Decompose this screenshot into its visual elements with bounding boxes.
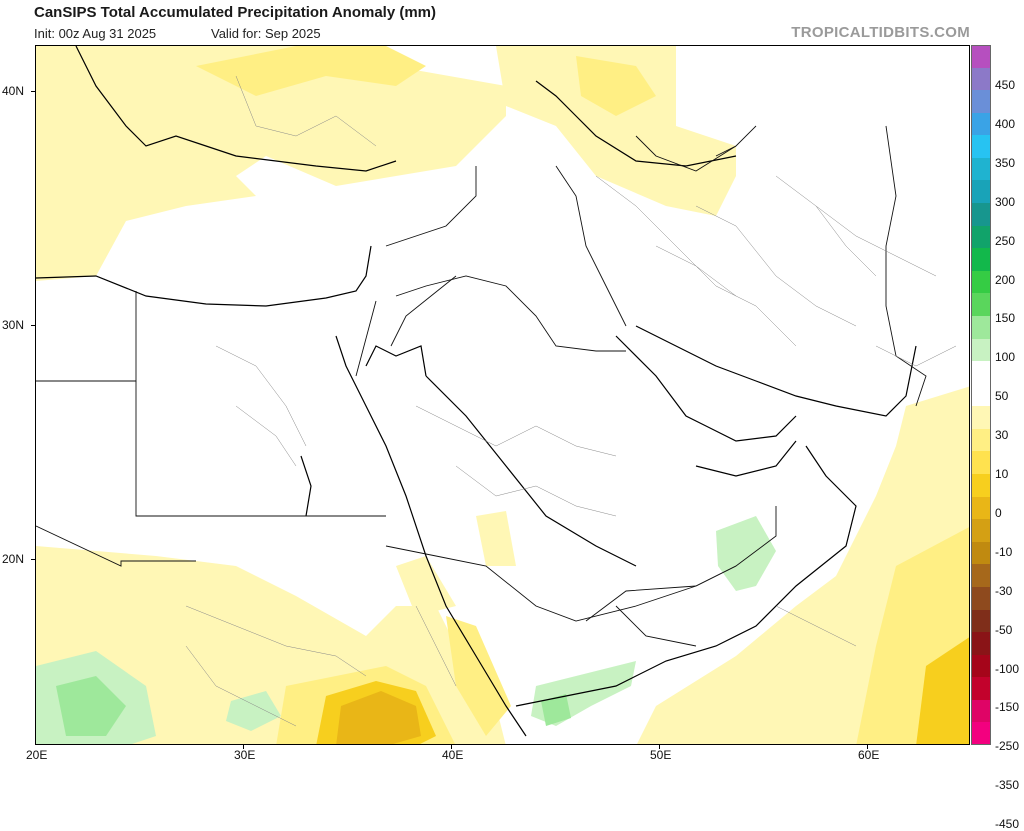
legend-label: -250 <box>995 739 1020 754</box>
legend-swatch <box>971 135 991 159</box>
legend-label: 50 <box>995 389 1009 404</box>
lat-tick <box>31 325 35 326</box>
admin-borders <box>185 75 957 727</box>
legend-swatch <box>971 451 991 475</box>
legend-swatch <box>971 112 991 136</box>
lon-tick <box>867 745 868 749</box>
legend-swatch <box>971 677 991 701</box>
legend-swatch <box>971 45 991 69</box>
legend-label: -50 <box>995 622 1013 637</box>
legend-label: -350 <box>995 778 1020 793</box>
legend-swatch <box>971 225 991 249</box>
lat-label-30n: 30N <box>2 318 25 332</box>
coastlines <box>36 46 917 737</box>
init-time: Init: 00z Aug 31 2025 <box>34 26 157 41</box>
legend-label: 30 <box>995 428 1009 443</box>
legend-label: 0 <box>995 505 1002 520</box>
legend-label: -450 <box>995 817 1020 831</box>
legend-swatch <box>971 699 991 723</box>
legend-label: 400 <box>995 116 1016 131</box>
legend-swatch <box>971 406 991 430</box>
legend-label: 250 <box>995 233 1016 248</box>
site-credit: TROPICALTIDBITS.COM <box>791 24 970 41</box>
legend-swatch <box>971 270 991 294</box>
lon-label-50e: 50E <box>650 748 672 762</box>
color-legend <box>971 45 991 746</box>
legend-swatch <box>971 541 991 565</box>
valid-time: Valid for: Sep 2025 <box>211 26 321 41</box>
legend-label: 300 <box>995 194 1016 209</box>
legend-swatch <box>971 383 991 407</box>
legend-label: -100 <box>995 661 1020 676</box>
legend-swatch <box>971 157 991 181</box>
legend-label: -150 <box>995 700 1020 715</box>
legend-swatch <box>971 67 991 91</box>
legend-frame <box>971 45 991 745</box>
legend-swatch <box>971 519 991 543</box>
lat-tick <box>31 91 35 92</box>
legend-swatch <box>971 474 991 498</box>
legend-swatch <box>971 428 991 452</box>
legend-label: 150 <box>995 311 1016 326</box>
legend-label: 100 <box>995 350 1016 365</box>
lon-tick <box>659 745 660 749</box>
legend-swatch <box>971 180 991 204</box>
country-borders <box>36 125 927 647</box>
legend-swatch <box>971 315 991 340</box>
legend-swatch <box>971 632 991 656</box>
legend-label: 200 <box>995 272 1016 287</box>
legend-swatch <box>971 564 991 588</box>
lon-label-40e: 40E <box>442 748 464 762</box>
dry-anomaly-shading <box>36 46 969 744</box>
dry-peak-shading <box>336 691 421 744</box>
lon-tick <box>243 745 244 749</box>
legend-label: 10 <box>995 467 1009 481</box>
wet-core-shading <box>56 676 571 736</box>
map-title: CanSIPS Total Accumulated Precipitation … <box>34 4 437 21</box>
lat-label-40n: 40N <box>2 84 25 98</box>
legend-swatch <box>971 654 991 678</box>
legend-swatch <box>971 496 991 520</box>
lat-tick <box>31 559 35 560</box>
legend-label: -10 <box>995 544 1013 559</box>
legend-swatch <box>971 609 991 633</box>
legend-label: -30 <box>995 583 1013 598</box>
legend-swatch <box>971 203 991 227</box>
legend-swatch <box>971 248 991 272</box>
legend-label: 350 <box>995 155 1016 170</box>
lon-tick <box>451 745 452 749</box>
legend-swatch <box>971 722 991 746</box>
lon-label-20e: 20E <box>26 748 48 762</box>
legend-swatch <box>971 586 991 610</box>
legend-swatch <box>971 90 991 114</box>
lat-label-20n: 20N <box>2 552 25 566</box>
legend-swatch <box>971 338 991 362</box>
lon-label-60e: 60E <box>858 748 880 762</box>
lon-label-30e: 30E <box>234 748 256 762</box>
precipitation-map[interactable] <box>35 45 970 745</box>
legend-swatch <box>971 293 991 317</box>
legend-label: 450 <box>995 78 1016 92</box>
legend-swatch <box>971 361 991 385</box>
